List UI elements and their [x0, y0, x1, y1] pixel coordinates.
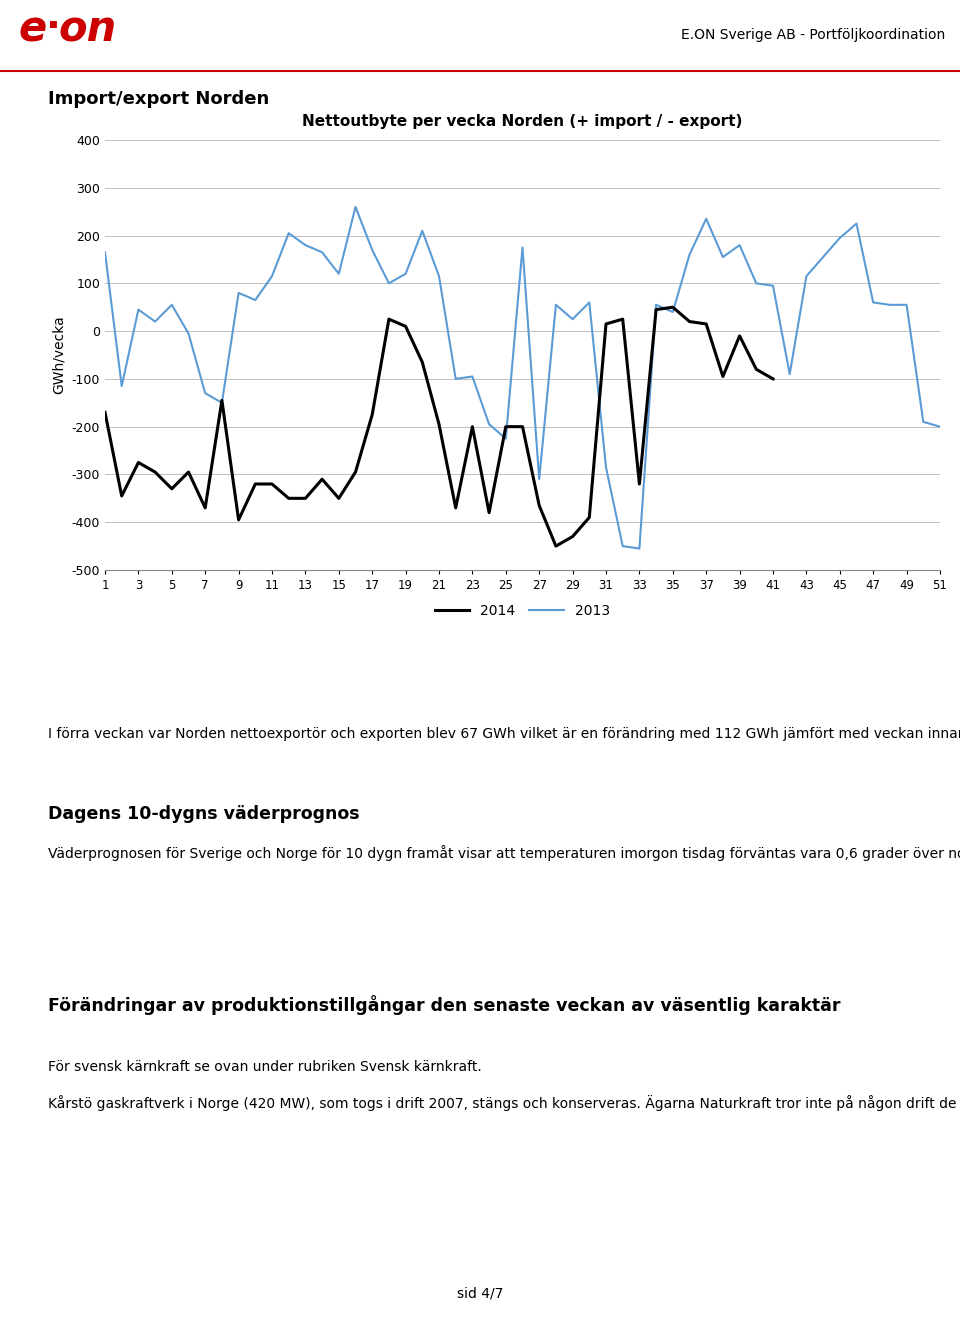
- Text: ·: ·: [46, 8, 60, 46]
- Title: Nettoutbyte per vecka Norden (+ import / - export): Nettoutbyte per vecka Norden (+ import /…: [302, 115, 743, 129]
- Text: e: e: [18, 9, 46, 51]
- Text: Dagens 10-dygns väderprognos: Dagens 10-dygns väderprognos: [48, 805, 360, 823]
- Text: sid 4/7: sid 4/7: [457, 1287, 503, 1301]
- Text: I förra veckan var Norden nettoexportör och exporten blev 67 GWh vilket är en fö: I förra veckan var Norden nettoexportör …: [48, 724, 960, 741]
- Text: Kårstö gaskraftverk i Norge (420 MW), som togs i drift 2007, stängs och konserve: Kårstö gaskraftverk i Norge (420 MW), so…: [48, 1094, 960, 1112]
- Text: För svensk kärnkraft se ovan under rubriken Svensk kärnkraft.: För svensk kärnkraft se ovan under rubri…: [48, 1060, 482, 1073]
- Text: on: on: [58, 9, 116, 51]
- Text: Väderprognosen för Sverige och Norge för 10 dygn framåt visar att temperaturen i: Väderprognosen för Sverige och Norge för…: [48, 846, 960, 861]
- Text: Import/export Norden: Import/export Norden: [48, 90, 269, 108]
- Text: Förändringar av produktionstillgångar den senaste veckan av väsentlig karaktär: Förändringar av produktionstillgångar de…: [48, 996, 841, 1015]
- Text: E.ON Sverige AB - Portföljkoordination: E.ON Sverige AB - Portföljkoordination: [681, 28, 945, 42]
- Legend: 2014, 2013: 2014, 2013: [429, 598, 616, 623]
- Y-axis label: GWh/vecka: GWh/vecka: [52, 316, 66, 394]
